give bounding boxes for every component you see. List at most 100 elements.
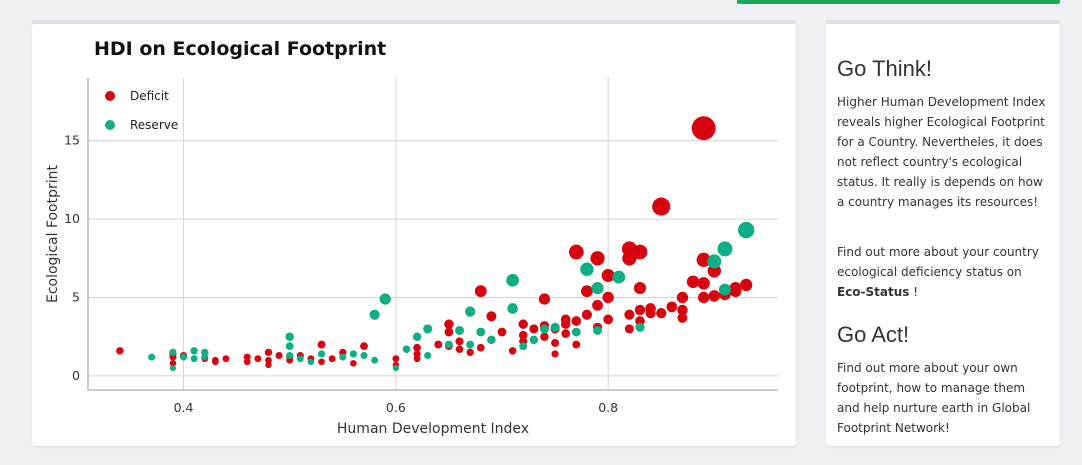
deficit-point[interactable] (603, 314, 614, 325)
deficit-point[interactable] (455, 345, 464, 354)
deficit-point[interactable] (676, 291, 689, 304)
deficit-point[interactable] (634, 304, 646, 316)
deficit-point[interactable] (529, 324, 539, 334)
deficit-point[interactable] (444, 327, 454, 337)
reserve-point[interactable] (201, 353, 209, 361)
reserve-point[interactable] (180, 353, 188, 361)
deficit-point[interactable] (497, 327, 507, 337)
deficit-point[interactable] (540, 332, 549, 341)
deficit-point[interactable] (580, 285, 593, 298)
reserve-point[interactable] (379, 293, 391, 305)
deficit-point[interactable] (696, 252, 711, 267)
deficit-point[interactable] (572, 340, 581, 349)
legend-deficit-label[interactable]: Deficit (130, 89, 169, 103)
deficit-point[interactable] (222, 355, 230, 363)
reserve-point[interactable] (593, 325, 603, 335)
deficit-point[interactable] (434, 340, 443, 349)
reserve-point[interactable] (519, 342, 528, 351)
deficit-point[interactable] (538, 293, 551, 305)
legend-deficit-marker[interactable] (105, 91, 115, 101)
legend-reserve-label[interactable]: Reserve (130, 118, 178, 132)
reserve-point[interactable] (339, 353, 347, 361)
deficit-point[interactable] (590, 251, 605, 266)
reserve-point[interactable] (707, 254, 722, 269)
deficit-point[interactable] (645, 303, 656, 314)
deficit-point[interactable] (486, 311, 497, 322)
eco-status-link[interactable]: Eco-Status (837, 285, 910, 299)
deficit-point[interactable] (360, 342, 368, 351)
reserve-point[interactable] (550, 322, 560, 332)
deficit-point[interactable] (444, 319, 454, 329)
reserve-point[interactable] (612, 270, 626, 284)
deficit-point[interactable] (601, 269, 615, 283)
deficit-point[interactable] (697, 277, 710, 290)
reserve-point[interactable] (571, 327, 581, 337)
reserve-point[interactable] (286, 351, 294, 360)
deficit-point[interactable] (318, 358, 325, 366)
deficit-point[interactable] (350, 360, 357, 367)
reserve-point[interactable] (591, 282, 604, 295)
reserve-point[interactable] (402, 345, 411, 354)
reserve-point[interactable] (190, 347, 198, 355)
reserve-point[interactable] (285, 342, 294, 351)
deficit-point[interactable] (518, 319, 528, 329)
reserve-point[interactable] (455, 325, 465, 335)
deficit-point[interactable] (677, 304, 688, 316)
deficit-point[interactable] (666, 301, 678, 313)
deficit-point[interactable] (633, 282, 647, 295)
deficit-point[interactable] (413, 343, 421, 352)
reserve-point[interactable] (580, 262, 594, 277)
deficit-point[interactable] (686, 275, 700, 289)
reserve-point[interactable] (507, 303, 518, 314)
reserve-point[interactable] (307, 358, 315, 366)
deficit-point[interactable] (243, 353, 251, 361)
deficit-point[interactable] (169, 360, 177, 367)
reserve-point[interactable] (444, 340, 453, 349)
deficit-point[interactable] (265, 356, 272, 364)
deficit-point[interactable] (592, 299, 603, 311)
reserve-point[interactable] (360, 351, 368, 360)
reserve-point[interactable] (349, 350, 357, 358)
deficit-point[interactable] (551, 338, 560, 347)
deficit-point[interactable] (632, 244, 648, 260)
reserve-point[interactable] (169, 364, 177, 372)
deficit-point[interactable] (729, 285, 742, 298)
deficit-point[interactable] (602, 291, 614, 304)
deficit-point[interactable] (652, 197, 671, 216)
reserve-point[interactable] (718, 283, 731, 296)
deficit-point[interactable] (474, 285, 487, 298)
deficit-point[interactable] (624, 309, 635, 320)
deficit-point[interactable] (708, 290, 721, 302)
reserve-point[interactable] (635, 322, 645, 332)
reserve-point[interactable] (423, 324, 433, 334)
deficit-point[interactable] (254, 355, 262, 363)
reserve-point[interactable] (487, 335, 496, 344)
reserve-point[interactable] (529, 335, 538, 344)
deficit-point[interactable] (568, 244, 584, 260)
top-green-tab[interactable] (737, 0, 1060, 4)
legend-reserve-marker[interactable] (105, 120, 115, 130)
reserve-point[interactable] (506, 273, 519, 287)
deficit-point[interactable] (508, 347, 517, 355)
deficit-point[interactable] (691, 116, 716, 141)
reserve-point[interactable] (392, 364, 399, 372)
deficit-point[interactable] (455, 337, 464, 346)
deficit-point[interactable] (697, 291, 710, 304)
deficit-point[interactable] (413, 355, 421, 363)
reserve-point[interactable] (464, 306, 476, 317)
deficit-point[interactable] (581, 309, 592, 320)
reserve-point[interactable] (466, 340, 475, 349)
deficit-point[interactable] (328, 355, 336, 363)
deficit-point[interactable] (275, 351, 283, 360)
deficit-point[interactable] (624, 324, 634, 334)
reserve-point[interactable] (371, 356, 378, 364)
reserve-point[interactable] (148, 353, 156, 361)
deficit-point[interactable] (317, 340, 326, 349)
deficit-point[interactable] (116, 347, 124, 355)
deficit-point[interactable] (265, 361, 272, 369)
reserve-point[interactable] (717, 241, 733, 257)
reserve-point[interactable] (424, 351, 432, 360)
deficit-point[interactable] (622, 251, 637, 266)
deficit-point[interactable] (392, 355, 400, 363)
reserve-point[interactable] (285, 332, 294, 341)
